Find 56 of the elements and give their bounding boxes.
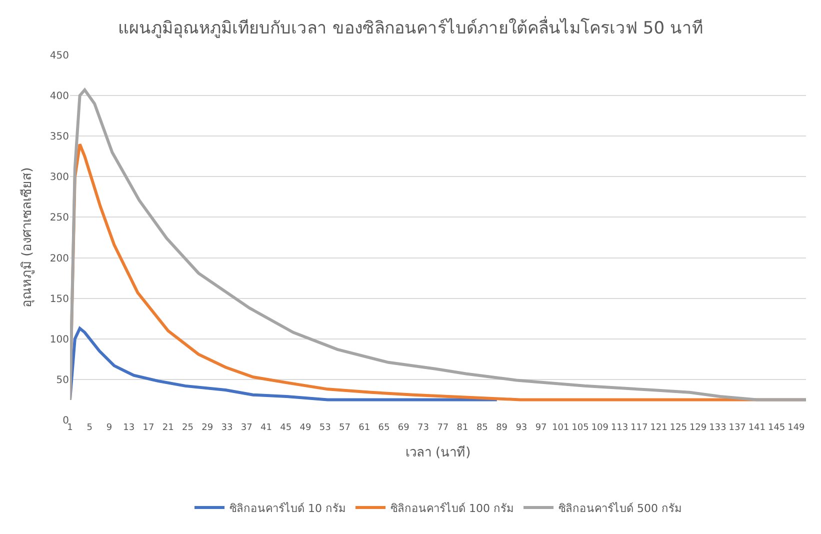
y-tick-label: 300 [50, 172, 69, 184]
y-axis-title: อุณหภูมิ (องศาเซลเซียส) [18, 167, 35, 308]
x-tick-label: 81 [456, 423, 468, 433]
x-tick-label: 145 [768, 423, 786, 433]
x-tick-label: 37 [240, 423, 252, 433]
x-tick-label: 21 [162, 423, 174, 433]
x-tick-label: 49 [300, 423, 312, 433]
x-tick-label: 61 [358, 423, 370, 433]
x-tick-label: 117 [630, 423, 648, 433]
x-tick-label: 93 [516, 423, 528, 433]
x-tick-label: 105 [572, 423, 589, 433]
x-tick-label: 45 [280, 423, 292, 433]
x-tick-label: 29 [202, 423, 214, 433]
x-tick-label: 129 [689, 423, 707, 433]
x-tick-label: 33 [221, 423, 233, 433]
line-series [70, 88, 806, 402]
x-tick-label: 133 [709, 423, 726, 433]
x-tick-label: 25 [182, 423, 194, 433]
line-series [70, 326, 498, 402]
x-tick-label: 89 [496, 423, 508, 433]
x-tick-label: 65 [378, 423, 390, 433]
x-tick-label: 69 [398, 423, 410, 433]
x-tick-label: 101 [552, 423, 570, 433]
x-tick-label: 113 [610, 423, 628, 433]
x-tick-label: 85 [476, 423, 488, 433]
x-tick-label: 149 [788, 423, 806, 433]
x-tick-label: 73 [418, 423, 430, 433]
x-tick-label: 41 [260, 423, 272, 433]
legend-label: ซิลิกอนคาร์ไบด์ 10 กรัม [230, 502, 346, 515]
y-tick-label: 200 [50, 253, 69, 264]
x-tick-label: 121 [650, 423, 668, 433]
x-tick-label: 77 [437, 423, 449, 433]
x-tick-label: 1 [67, 423, 73, 433]
x-tick-label: 57 [339, 423, 350, 433]
y-tick-label: 50 [56, 374, 69, 386]
y-tick-label: 100 [50, 334, 69, 346]
x-tick-label: 141 [748, 423, 766, 433]
y-tick-label: 250 [50, 212, 69, 224]
chart-title: แผนภูมิอุณหภูมิเทียบกับเวลา ของซิลิกอนคาร์ไบด์ภายใต้คลื่นไมโครเวฟ 50 นาที [118, 15, 703, 38]
legend-label: ซิลิกอนคาร์ไบด์ 500 กรัม [558, 502, 682, 515]
x-tick-label: 97 [535, 423, 547, 433]
x-tick-label: 125 [670, 423, 688, 433]
x-tick-label: 137 [728, 423, 746, 433]
y-tick-label: 0 [62, 416, 69, 426]
y-tick-label: 150 [50, 294, 69, 305]
x-tick-label: 5 [86, 423, 92, 433]
x-axis-title: เวลา (นาที) [405, 444, 471, 461]
x-tick-label: 109 [591, 423, 609, 433]
y-tick-label: 350 [50, 132, 69, 143]
x-tick-label: 53 [319, 423, 331, 433]
legend-label: ซิลิกอนคาร์ไบด์ 100 กรัม [390, 502, 514, 515]
x-tick-label: 9 [106, 423, 112, 433]
y-tick-label: 450 [50, 50, 69, 62]
x-tick-label: 13 [123, 423, 135, 433]
x-tick-label: 17 [142, 423, 154, 433]
y-tick-label: 400 [50, 91, 69, 102]
